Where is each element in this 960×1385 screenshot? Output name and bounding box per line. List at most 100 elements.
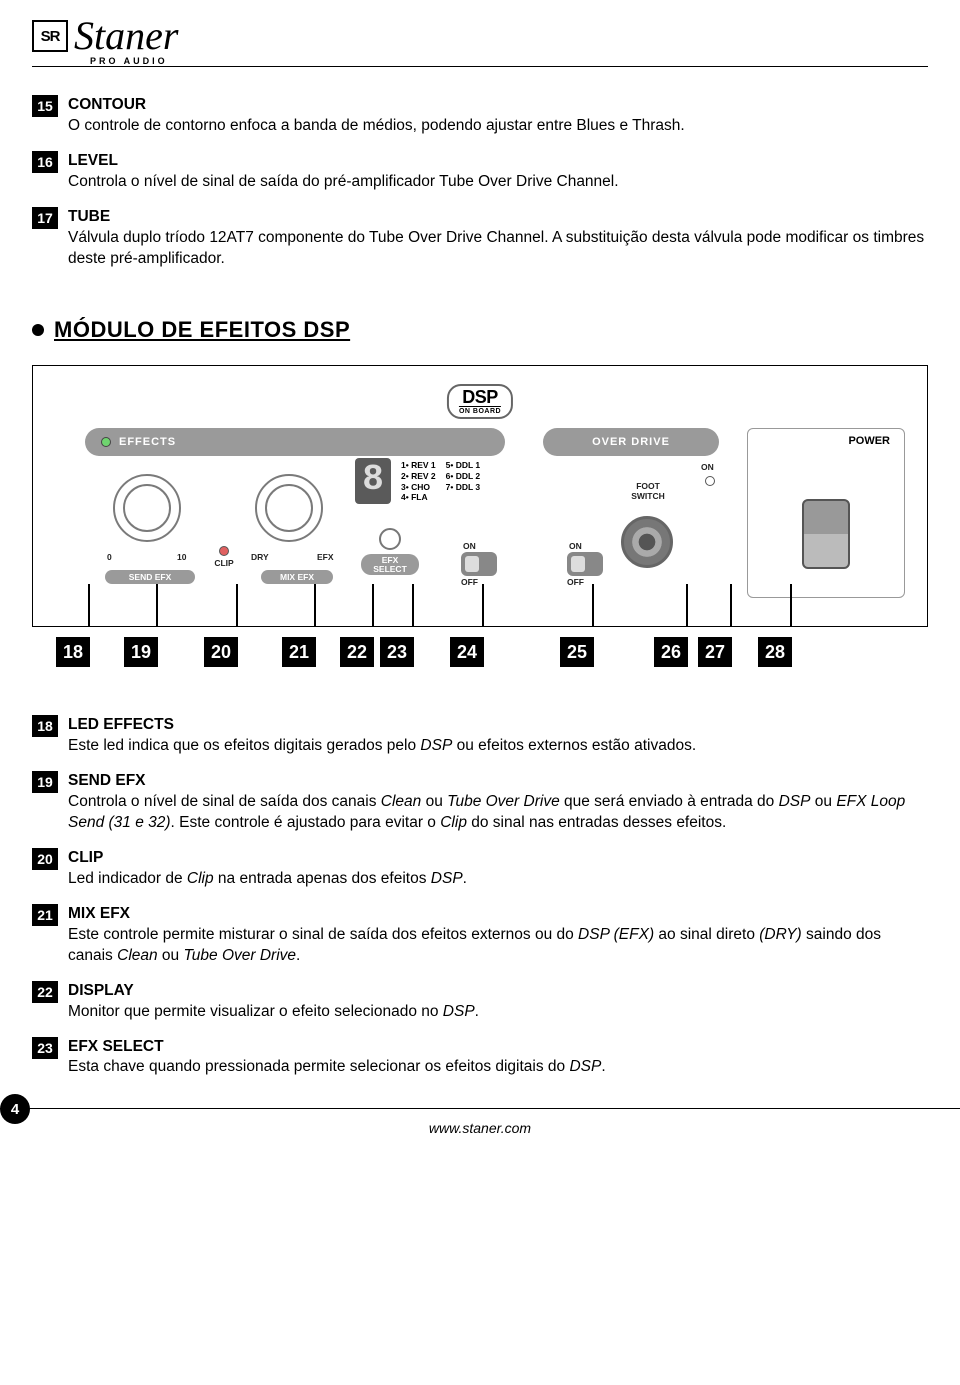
doc-item: 22 DISPLAY Monitor que permite visualiza… xyxy=(32,981,928,1023)
doc-item: 19 SEND EFX Controla o nível de sinal de… xyxy=(32,771,928,834)
callout-num: 23 xyxy=(380,637,414,667)
overdrive-onoff-toggle[interactable] xyxy=(567,552,603,576)
page-number: 4 xyxy=(0,1094,30,1124)
doc-item: 15 CONTOUR O controle de contorno enfoca… xyxy=(32,95,928,137)
toggle1-off: OFF xyxy=(461,578,478,587)
preset-item: 1• REV 1 xyxy=(401,460,436,471)
item-body: CONTOUR O controle de contorno enfoca a … xyxy=(68,95,928,137)
preset-item: 5• DDL 1 xyxy=(446,460,480,471)
item-text: O controle de contorno enfoca a banda de… xyxy=(68,116,928,137)
mix-efx-knob[interactable] xyxy=(255,474,323,542)
callout-line xyxy=(730,584,732,626)
clip-led-icon xyxy=(219,546,229,556)
callout-num: 27 xyxy=(698,637,732,667)
item-title: TUBE xyxy=(68,207,928,228)
preset-item: 3• CHO xyxy=(401,482,436,493)
item-body: DISPLAY Monitor que permite visualizar o… xyxy=(68,981,928,1023)
item-body: CLIP Led indicador de Clip na entrada ap… xyxy=(68,848,928,890)
overdrive-label: OVER DRIVE xyxy=(592,436,670,448)
efx-select-button[interactable] xyxy=(379,528,401,550)
effects-led-icon xyxy=(101,437,111,447)
callout-num: 18 xyxy=(56,637,90,667)
callout-line xyxy=(88,584,90,626)
item-num: 15 xyxy=(32,95,58,117)
overdrive-strip: OVER DRIVE xyxy=(543,428,719,456)
item-num: 19 xyxy=(32,771,58,793)
power-label: POWER xyxy=(848,435,890,447)
divider xyxy=(32,66,928,67)
section-title: MÓDULO DE EFEITOS DSP xyxy=(54,317,350,343)
item-text: Esta chave quando pressionada permite se… xyxy=(68,1057,928,1078)
callout-line xyxy=(686,584,688,626)
doc-item: 17 TUBE Válvula duplo tríodo 12AT7 compo… xyxy=(32,207,928,270)
item-title: CONTOUR xyxy=(68,95,928,116)
efx-label: EFX xyxy=(317,552,334,562)
doc-item: 18 LED EFFECTS Este led indica que os ef… xyxy=(32,715,928,757)
dsp-badge: DSP ON BOARD xyxy=(447,384,513,418)
item-num: 23 xyxy=(32,1037,58,1059)
item-text: Monitor que permite visualizar o efeito … xyxy=(68,1002,928,1023)
send-efx-pill: SEND EFX xyxy=(105,570,195,584)
diagram: DSP ON BOARD EFFECTS OVER DRIVE 0 10 CLI… xyxy=(47,384,913,614)
callout-row: 1819202122232425262728 xyxy=(32,637,928,671)
preset-list: 1• REV 12• REV 23• CHO4• FLA 5• DDL 16• … xyxy=(401,460,480,503)
item-title: LEVEL xyxy=(68,151,928,172)
preset-item: 6• DDL 2 xyxy=(446,471,480,482)
effects-onoff-toggle[interactable] xyxy=(461,552,497,576)
callout-line xyxy=(314,584,316,626)
logo-sr-box: SR xyxy=(32,20,68,52)
on-led-icon xyxy=(705,476,715,486)
on-label: ON xyxy=(701,462,714,472)
footswitch-label: FOOT SWITCH xyxy=(623,482,673,501)
item-num: 18 xyxy=(32,715,58,737)
item-title: SEND EFX xyxy=(68,771,928,792)
callout-line xyxy=(156,584,158,626)
callout-line xyxy=(412,584,414,626)
callout-num: 24 xyxy=(450,637,484,667)
callout-num: 22 xyxy=(340,637,374,667)
callout-line xyxy=(482,584,484,626)
item-title: CLIP xyxy=(68,848,928,869)
callout-num: 25 xyxy=(560,637,594,667)
item-body: LED EFFECTS Este led indica que os efeit… xyxy=(68,715,928,757)
item-text: Led indicador de Clip na entrada apenas … xyxy=(68,869,928,890)
item-title: MIX EFX xyxy=(68,904,928,925)
item-text: Válvula duplo tríodo 12AT7 componente do… xyxy=(68,228,928,270)
footer: 4 www.staner.com xyxy=(0,1108,960,1142)
item-num: 16 xyxy=(32,151,58,173)
item-body: MIX EFX Este controle permite misturar o… xyxy=(68,904,928,967)
item-body: TUBE Válvula duplo tríodo 12AT7 componen… xyxy=(68,207,928,270)
effects-label: EFFECTS xyxy=(119,436,176,448)
callout-num: 21 xyxy=(282,637,316,667)
diagram-frame: DSP ON BOARD EFFECTS OVER DRIVE 0 10 CLI… xyxy=(32,365,928,627)
footswitch-jack[interactable] xyxy=(621,516,673,568)
send-efx-knob[interactable] xyxy=(113,474,181,542)
callout-num: 20 xyxy=(204,637,238,667)
doc-item: 21 MIX EFX Este controle permite mistura… xyxy=(32,904,928,967)
callout-line xyxy=(592,584,594,626)
item-num: 22 xyxy=(32,981,58,1003)
item-num: 21 xyxy=(32,904,58,926)
dsp-sub: ON BOARD xyxy=(459,406,501,415)
item-body: SEND EFX Controla o nível de sinal de sa… xyxy=(68,771,928,834)
item-num: 20 xyxy=(32,848,58,870)
toggle1-on: ON xyxy=(463,542,476,551)
knob1-max: 10 xyxy=(177,552,186,562)
doc-item: 20 CLIP Led indicador de Clip na entrada… xyxy=(32,848,928,890)
clip-label: CLIP xyxy=(207,558,241,568)
item-num: 17 xyxy=(32,207,58,229)
item-body: LEVEL Controla o nível de sinal de saída… xyxy=(68,151,928,193)
effects-strip: EFFECTS xyxy=(85,428,505,456)
mix-efx-pill: MIX EFX xyxy=(261,570,333,584)
item-text: Este led indica que os efeitos digitais … xyxy=(68,736,928,757)
doc-item: 23 EFX SELECT Esta chave quando pression… xyxy=(32,1037,928,1079)
power-switch[interactable] xyxy=(802,499,850,569)
dry-label: DRY xyxy=(251,552,269,562)
callout-num: 28 xyxy=(758,637,792,667)
item-title: DISPLAY xyxy=(68,981,928,1002)
callout-num: 19 xyxy=(124,637,158,667)
preset-item: 2• REV 2 xyxy=(401,471,436,482)
item-text: Controla o nível de sinal de saída dos c… xyxy=(68,792,928,834)
logo-brand: Staner xyxy=(74,20,178,52)
callout-line xyxy=(236,584,238,626)
